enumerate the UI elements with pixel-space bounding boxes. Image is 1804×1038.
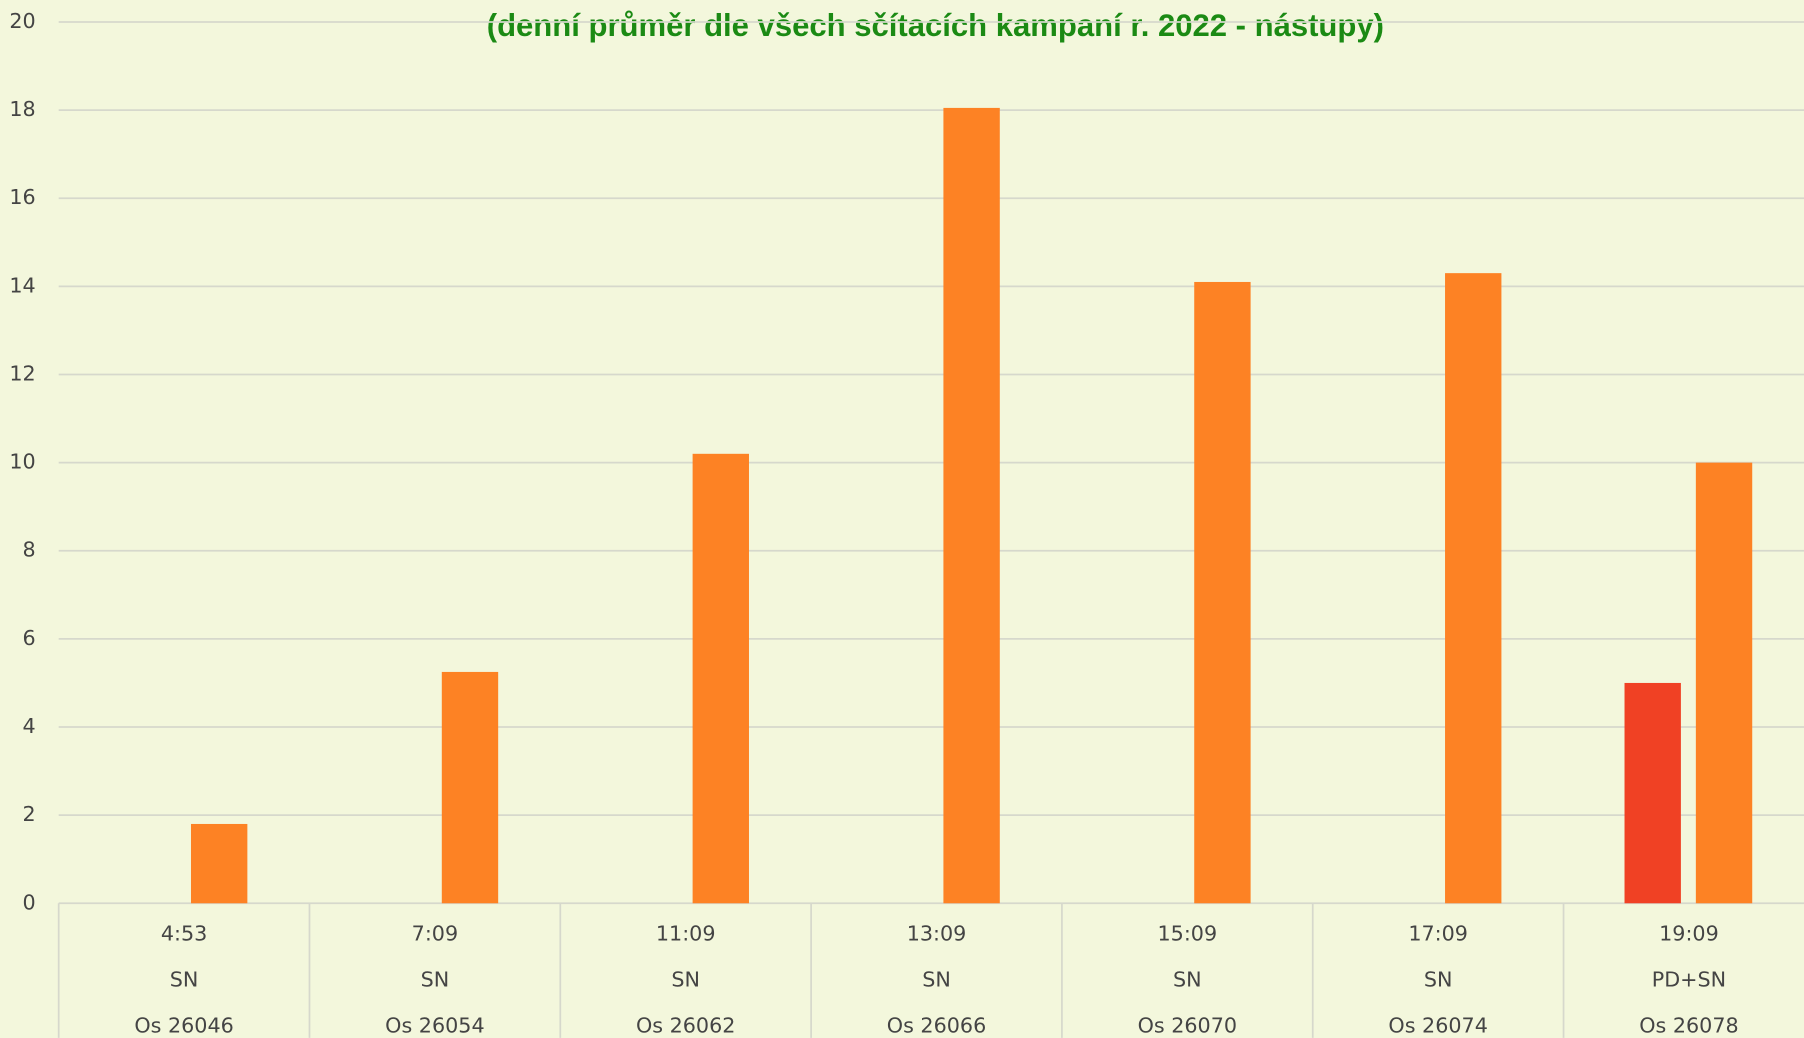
x-tick-label: 15:09 <box>1158 921 1218 945</box>
x-tick-label: 13:09 <box>907 921 967 945</box>
x-tick-label: SN <box>421 967 450 991</box>
y-tick-label: 8 <box>22 538 35 562</box>
y-tick-label: 14 <box>9 273 35 297</box>
x-tick-label: SN <box>671 967 700 991</box>
bar <box>441 671 499 904</box>
x-tick-label: 17:09 <box>1408 921 1468 945</box>
y-tick-label: 4 <box>22 714 35 738</box>
x-tick-label: Os 26074 <box>1388 1013 1487 1037</box>
x-tick-label: 19:09 <box>1659 921 1719 945</box>
x-tick-label: SN <box>922 967 951 991</box>
x-tick-label: Os 26078 <box>1639 1013 1738 1037</box>
x-tick-label: SN <box>1424 967 1453 991</box>
y-tick-label: 20 <box>9 9 35 33</box>
bar <box>943 107 1000 904</box>
bar <box>692 453 749 904</box>
y-tick-label: 10 <box>9 450 35 474</box>
y-tick-label: 12 <box>9 361 35 385</box>
x-tick-label: Os 26046 <box>134 1013 233 1037</box>
x-tick-label: 11:09 <box>656 921 716 945</box>
bar <box>1194 281 1251 904</box>
bar <box>1445 273 1502 904</box>
x-tick-label: 4:53 <box>161 921 207 945</box>
x-tick-label: PD+SN <box>1652 967 1726 991</box>
bar <box>190 823 248 904</box>
x-tick-label: SN <box>170 967 199 991</box>
x-tick-label: 7:09 <box>412 921 458 945</box>
bar <box>1624 682 1681 904</box>
x-tick-label: SN <box>1173 967 1202 991</box>
x-tick-label: Os 26066 <box>887 1013 986 1037</box>
chart-title: (denní průměr dle všech sčítacích kampan… <box>487 8 1384 43</box>
y-tick-label: 6 <box>22 626 35 650</box>
y-tick-label: 16 <box>9 185 35 209</box>
x-tick-label: Os 26070 <box>1138 1013 1237 1037</box>
y-tick-label: 2 <box>22 802 35 826</box>
y-tick-label: 0 <box>22 890 35 914</box>
x-tick-label: Os 26054 <box>385 1013 484 1037</box>
x-tick-label: Os 26062 <box>636 1013 735 1037</box>
bar <box>1695 462 1753 904</box>
y-tick-label: 18 <box>9 97 35 121</box>
